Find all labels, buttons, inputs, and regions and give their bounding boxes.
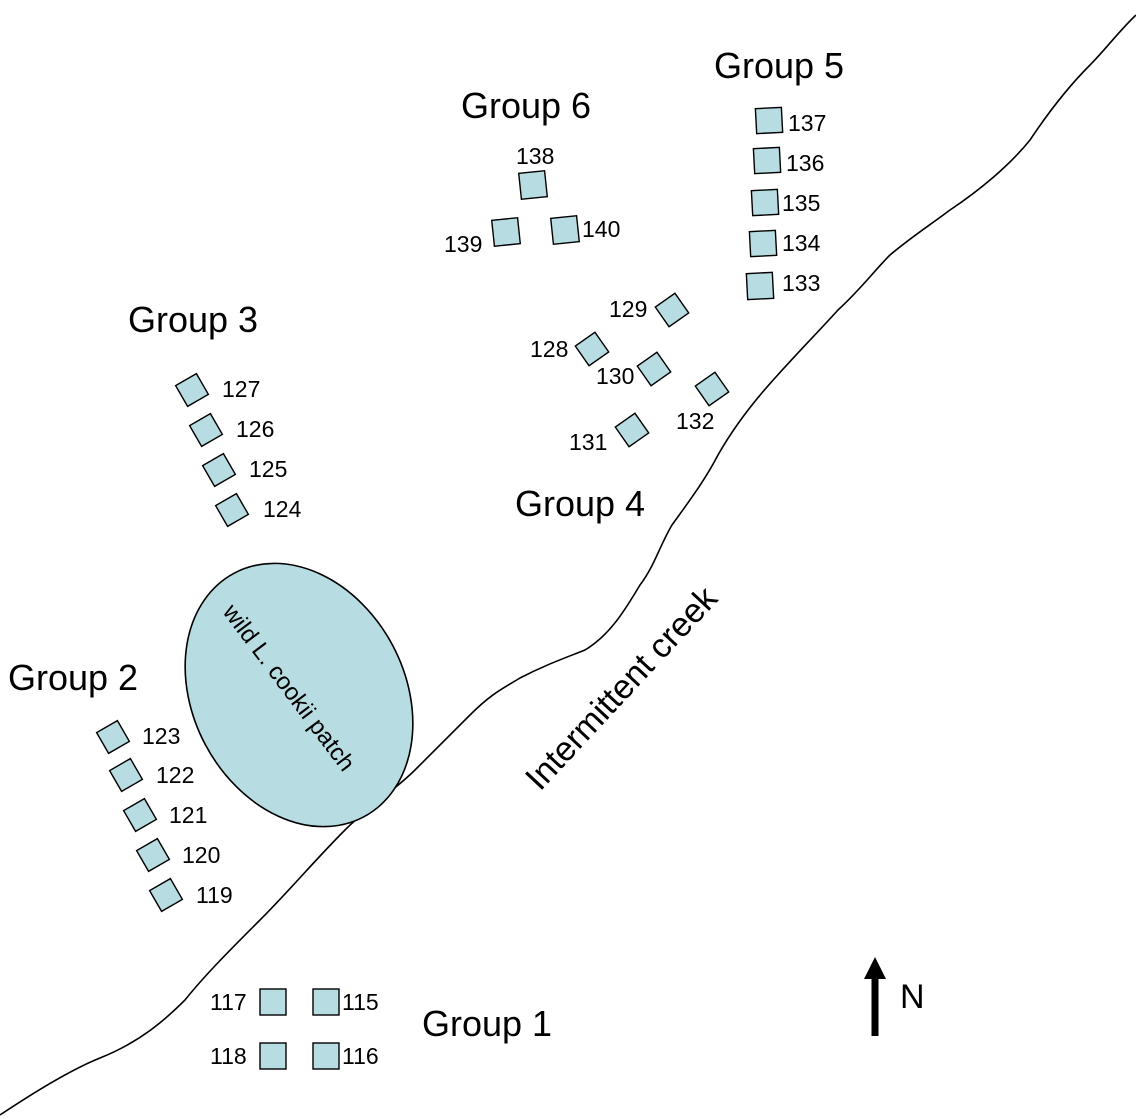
plot-115	[312, 988, 340, 1016]
plot-label-127: 127	[222, 376, 260, 402]
plot-label-136: 136	[786, 150, 824, 176]
group-2-label: Group 2	[8, 657, 138, 698]
plot-123	[95, 719, 131, 755]
group-5-plots: 137 136 135 134 133	[745, 106, 826, 301]
group-2-plots: 123 122 121 120 119	[95, 719, 233, 913]
plot-125	[201, 452, 237, 488]
plot-label-135: 135	[782, 190, 820, 216]
plot-135	[750, 188, 780, 217]
plot-label-122: 122	[156, 762, 194, 788]
plot-label-133: 133	[782, 270, 820, 296]
plot-127	[174, 372, 210, 408]
plot-130	[636, 351, 672, 387]
intermittent-creek-line	[0, 14, 1136, 1116]
plot-label-132: 132	[676, 408, 714, 434]
plot-label-139: 139	[444, 231, 482, 257]
group-4-plots: 129 128 130 132 131	[530, 292, 730, 455]
plot-label-138: 138	[516, 143, 554, 169]
group-3-plots: 127 126 125 124	[174, 372, 302, 528]
plot-122	[108, 757, 144, 793]
plot-label-137: 137	[788, 110, 826, 136]
plot-label-120: 120	[182, 842, 220, 868]
plot-label-125: 125	[249, 456, 287, 482]
plot-136	[752, 146, 782, 175]
plot-140	[549, 214, 581, 246]
plot-label-116: 116	[342, 1043, 379, 1069]
plot-128	[574, 331, 610, 367]
plot-label-130: 130	[596, 363, 634, 389]
plot-126	[188, 412, 224, 448]
plot-119	[148, 877, 184, 913]
plot-label-124: 124	[263, 496, 302, 522]
group-1-label: Group 1	[422, 1003, 552, 1044]
plot-138	[517, 169, 549, 201]
plot-label-118: 118	[210, 1043, 247, 1069]
plot-label-140: 140	[582, 216, 620, 242]
plot-label-123: 123	[142, 723, 180, 749]
plot-118	[259, 1042, 287, 1070]
plot-124	[214, 492, 250, 528]
creek-label: Intermittent creek	[518, 579, 726, 798]
plot-label-119: 119	[196, 882, 233, 908]
plot-label-126: 126	[236, 416, 274, 442]
plot-139	[490, 216, 522, 248]
plot-116	[312, 1042, 340, 1070]
plot-129	[654, 292, 690, 328]
north-label: N	[900, 978, 925, 1016]
group-3-label: Group 3	[128, 299, 258, 340]
plot-137	[754, 106, 784, 135]
plot-131	[614, 412, 650, 448]
plot-134	[748, 229, 778, 258]
wild-patch-ellipse	[184, 562, 414, 828]
plot-120	[135, 837, 171, 873]
north-arrow-icon	[864, 957, 886, 1036]
plot-label-131: 131	[569, 429, 607, 455]
group-1-plots: 117 115 118 116	[210, 988, 379, 1070]
group-5-label: Group 5	[714, 45, 844, 86]
plot-133	[745, 271, 775, 301]
plot-121	[122, 797, 158, 833]
plot-label-121: 121	[169, 802, 207, 828]
group-6-plots: 138 139 140	[444, 143, 620, 257]
plot-132	[694, 371, 730, 407]
group-6-label: Group 6	[461, 85, 591, 126]
plot-label-117: 117	[210, 989, 247, 1015]
plot-117	[259, 988, 287, 1016]
plot-label-115: 115	[342, 989, 379, 1015]
group-4-label: Group 4	[515, 483, 645, 524]
plot-label-134: 134	[782, 230, 821, 256]
plot-label-128: 128	[530, 336, 568, 362]
plot-label-129: 129	[609, 296, 647, 322]
